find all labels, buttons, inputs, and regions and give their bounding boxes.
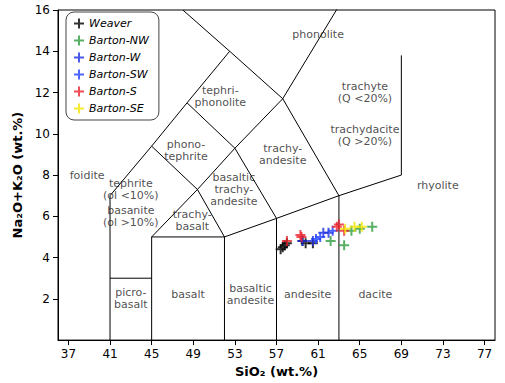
svg-text:Barton-W: Barton-W xyxy=(89,51,142,64)
svg-text:tephri-: tephri- xyxy=(202,84,239,98)
svg-text:picro-: picro- xyxy=(115,286,147,300)
svg-text:tephrite: tephrite xyxy=(164,150,208,163)
svg-text:65: 65 xyxy=(352,347,367,361)
svg-text:10: 10 xyxy=(35,127,50,141)
svg-text:rhyolite: rhyolite xyxy=(417,179,459,192)
svg-text:phonolite: phonolite xyxy=(292,28,344,41)
svg-text:8: 8 xyxy=(42,168,50,182)
svg-text:4: 4 xyxy=(42,251,50,265)
svg-text:SiO₂ (wt.%): SiO₂ (wt.%) xyxy=(235,364,318,379)
svg-text:phonolite: phonolite xyxy=(195,96,247,109)
svg-text:77: 77 xyxy=(477,347,492,361)
svg-text:andesite: andesite xyxy=(210,195,258,208)
svg-text:basanite: basanite xyxy=(107,204,155,217)
svg-text:trachy-: trachy- xyxy=(214,183,254,196)
svg-text:trachy-: trachy- xyxy=(172,207,212,221)
svg-text:Barton-S: Barton-S xyxy=(89,85,137,98)
svg-text:trachyte: trachyte xyxy=(341,80,388,93)
svg-text:Barton-SW: Barton-SW xyxy=(89,68,149,81)
svg-text:andesite: andesite xyxy=(284,288,332,301)
svg-text:phono-: phono- xyxy=(166,137,206,151)
svg-text:basalt: basalt xyxy=(175,220,209,233)
svg-text:2: 2 xyxy=(42,292,50,306)
svg-text:foidite: foidite xyxy=(70,169,105,182)
svg-text:53: 53 xyxy=(227,347,242,361)
svg-text:16: 16 xyxy=(35,3,50,17)
svg-text:Weaver: Weaver xyxy=(89,17,133,30)
svg-text:69: 69 xyxy=(394,347,409,361)
svg-text:45: 45 xyxy=(144,347,159,361)
svg-text:73: 73 xyxy=(435,347,450,361)
svg-text:6: 6 xyxy=(42,209,50,223)
svg-text:14: 14 xyxy=(35,44,50,58)
svg-text:basalt: basalt xyxy=(171,288,205,301)
svg-text:57: 57 xyxy=(269,347,284,361)
svg-text:trachydacite: trachydacite xyxy=(330,123,400,137)
svg-text:basaltic: basaltic xyxy=(229,282,272,296)
svg-text:andesite: andesite xyxy=(227,294,275,307)
svg-text:basalt: basalt xyxy=(114,298,148,311)
svg-text:(ol >10%): (ol >10%) xyxy=(103,216,159,229)
svg-text:andesite: andesite xyxy=(259,154,307,167)
svg-text:dacite: dacite xyxy=(358,288,392,301)
svg-text:41: 41 xyxy=(102,347,117,361)
svg-text:37: 37 xyxy=(61,347,76,361)
svg-text:Na₂O+K₂O (wt.%): Na₂O+K₂O (wt.%) xyxy=(10,112,25,239)
svg-text:(Q <20%): (Q <20%) xyxy=(338,92,392,105)
svg-text:Barton-NW: Barton-NW xyxy=(89,34,150,47)
svg-text:basaltic: basaltic xyxy=(212,171,256,184)
svg-text:Barton-SE: Barton-SE xyxy=(89,102,144,115)
svg-text:(ol <10%): (ol <10%) xyxy=(103,189,159,202)
svg-text:49: 49 xyxy=(186,347,201,361)
svg-text:(Q >20%): (Q >20%) xyxy=(338,135,392,148)
svg-text:tephrite: tephrite xyxy=(109,177,153,190)
svg-text:trachy-: trachy- xyxy=(263,141,303,155)
svg-text:61: 61 xyxy=(310,347,325,361)
svg-text:12: 12 xyxy=(35,86,50,100)
